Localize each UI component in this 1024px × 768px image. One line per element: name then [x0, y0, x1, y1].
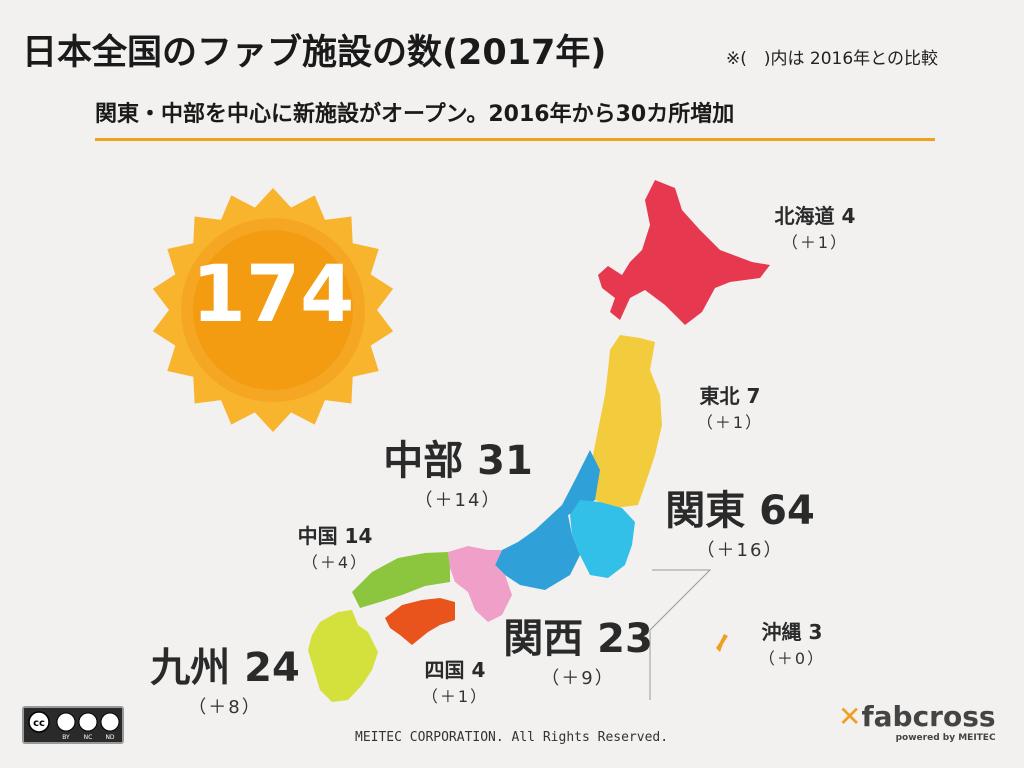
cc-label-nd: ND — [105, 734, 114, 741]
kanto-name: 関東 64 — [665, 488, 815, 534]
kyushu-name: 九州 24 — [150, 645, 300, 691]
fabcross-logo: ✕fabcross powered by MEITEC — [838, 700, 996, 743]
label-kansai: 関西 23 （＋9） — [503, 606, 653, 690]
svg-text:cc: cc — [33, 718, 45, 729]
cc-label-by: BY — [62, 734, 70, 741]
label-hokkaido: 北海道 4 （＋1） — [770, 200, 860, 253]
shikoku-name: 四国 4 — [424, 658, 486, 682]
region-shikoku — [385, 598, 455, 645]
kansai-name: 関西 23 — [503, 616, 653, 662]
total-count: 174 — [191, 250, 355, 340]
chubu-diff: （＋14） — [414, 490, 502, 511]
badge-inner-circle — [193, 230, 353, 390]
label-tohoku: 東北 7 （＋1） — [690, 380, 770, 433]
copyright-footer: MEITEC CORPORATION. All Rights Reserved. — [355, 730, 669, 745]
chubu-name: 中部 31 — [383, 438, 533, 484]
okinawa-diff: （＋0） — [758, 649, 826, 668]
subtitle-underline — [95, 138, 935, 141]
region-chubu — [495, 450, 600, 590]
label-kyushu: 九州 24 （＋8） — [150, 635, 300, 719]
region-chugoku — [352, 552, 450, 608]
japan-map — [308, 180, 770, 702]
label-chugoku: 中国 14 （＋4） — [280, 520, 390, 573]
chugoku-diff: （＋4） — [301, 553, 369, 572]
tohoku-diff: （＋1） — [696, 413, 764, 432]
kanto-diff: （＋16） — [696, 540, 784, 561]
label-shikoku: 四国 4 （＋1） — [410, 654, 500, 707]
region-kanto — [570, 500, 635, 578]
region-hokkaido — [598, 180, 770, 325]
label-kanto: 関東 64 （＋16） — [660, 478, 820, 562]
region-tohoku — [582, 335, 662, 508]
subtitle: 関東・中部を中心に新施設がオープン。2016年から30カ所増加 — [95, 102, 735, 127]
logo-x-icon: ✕ — [838, 700, 862, 733]
title-note: ※( )内は 2016年との比較 — [726, 49, 939, 69]
kyushu-diff: （＋8） — [188, 697, 262, 718]
label-chubu: 中部 31 （＋14） — [378, 428, 538, 512]
total-badge — [152, 188, 394, 432]
hokkaido-name: 北海道 4 — [774, 204, 856, 228]
region-kyushu — [308, 610, 378, 702]
label-okinawa: 沖縄 3 （＋0） — [752, 616, 832, 669]
kansai-diff: （＋9） — [541, 668, 615, 689]
okinawa-separator — [649, 569, 712, 700]
logo-subtext: powered by MEITEC — [895, 733, 996, 743]
logo-text: fabcross — [861, 700, 996, 733]
cc-by-nc-nd-icon: cc BY NC ND — [22, 706, 124, 744]
region-kansai — [448, 546, 512, 622]
okinawa-name: 沖縄 3 — [761, 620, 823, 644]
shikoku-diff: （＋1） — [421, 687, 489, 706]
tohoku-name: 東北 7 — [699, 384, 761, 408]
cc-label-nc: NC — [84, 734, 93, 741]
region-okinawa — [716, 634, 728, 652]
hokkaido-diff: （＋1） — [781, 233, 849, 252]
chugoku-name: 中国 14 — [297, 524, 373, 548]
page-title: 日本全国のファブ施設の数(2017年) — [22, 33, 607, 73]
